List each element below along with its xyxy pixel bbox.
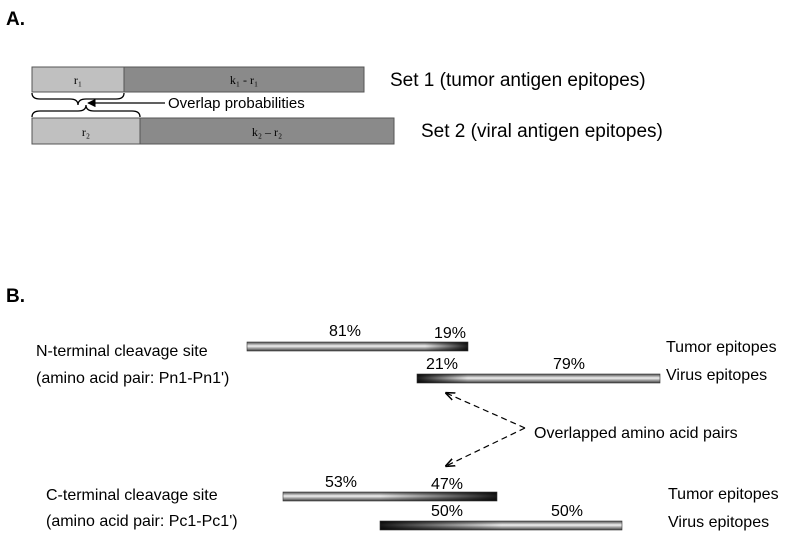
overlap-arrow-down bbox=[446, 427, 526, 466]
overlapped-pairs-label: Overlapped amino acid pairs bbox=[534, 425, 738, 442]
n-virus-label: Virus epitopes bbox=[666, 367, 767, 384]
set2-right-label: k₂ – r₂ bbox=[252, 125, 282, 139]
n-site-subtitle: (amino acid pair: Pn1-Pn1') bbox=[36, 370, 229, 387]
set2-caption: Set 2 (viral antigen epitopes) bbox=[421, 121, 663, 142]
c-virus-tube bbox=[379, 520, 623, 531]
n-tumor-pct-1: 81% bbox=[329, 323, 361, 340]
panel-a-label: A. bbox=[6, 9, 25, 30]
c-tumor-pct-2: 47% bbox=[431, 476, 463, 493]
brace-top bbox=[31, 92, 125, 106]
c-tumor-label: Tumor epitopes bbox=[668, 486, 779, 503]
overlap-arrow-up bbox=[446, 393, 526, 429]
set1-right-label: k₁ - r₁ bbox=[230, 73, 258, 87]
brace-bottom bbox=[31, 104, 141, 118]
n-tumor-pct-2: 19% bbox=[434, 325, 466, 342]
n-tumor-label: Tumor epitopes bbox=[666, 339, 777, 356]
c-site-subtitle: (amino acid pair: Pc1-Pc1') bbox=[46, 513, 238, 530]
panel-b-label: B. bbox=[6, 286, 25, 307]
c-virus-label: Virus epitopes bbox=[668, 514, 769, 531]
c-virus-pct-1: 50% bbox=[431, 503, 463, 520]
c-site-title: C-terminal cleavage site bbox=[46, 487, 218, 504]
overlap-probabilities-label: Overlap probabilities bbox=[168, 95, 305, 112]
set1-left-label: r₁ bbox=[74, 73, 82, 87]
set1-r-segment bbox=[31, 66, 125, 93]
n-virus-pct-1: 21% bbox=[426, 356, 458, 373]
n-site-title: N-terminal cleavage site bbox=[36, 343, 208, 360]
c-tumor-tube bbox=[282, 491, 498, 502]
n-tumor-tube bbox=[246, 341, 469, 352]
c-tumor-pct-1: 53% bbox=[325, 474, 357, 491]
set2-k-segment bbox=[139, 117, 395, 145]
set2-r-segment bbox=[31, 117, 141, 145]
n-virus-pct-2: 79% bbox=[553, 356, 585, 373]
n-virus-tube bbox=[416, 373, 661, 384]
set2-left-label: r₂ bbox=[82, 125, 90, 139]
set1-caption: Set 1 (tumor antigen epitopes) bbox=[390, 70, 646, 91]
c-virus-pct-2: 50% bbox=[551, 503, 583, 520]
set1-k-segment bbox=[123, 66, 365, 93]
